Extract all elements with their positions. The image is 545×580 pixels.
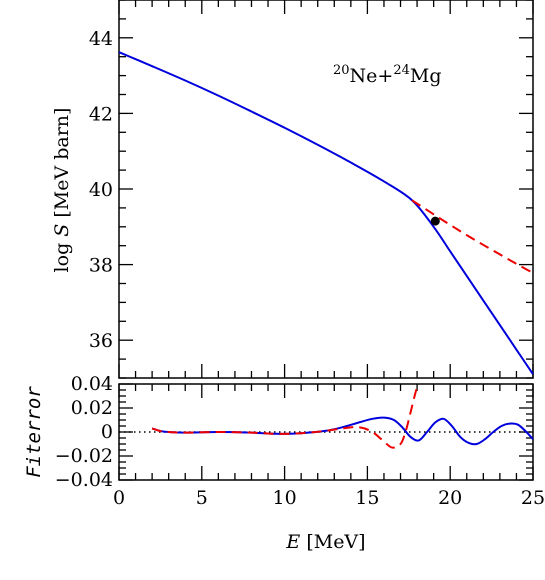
x-tick-label: 25 bbox=[521, 487, 545, 509]
xlabel-var: E bbox=[285, 531, 300, 553]
bottom-y-tick-label: 0 bbox=[101, 421, 113, 443]
bottom-tick-marks bbox=[118, 383, 534, 481]
top-tick-marks bbox=[118, 0, 534, 379]
top-series-group bbox=[118, 51, 534, 375]
xlabel-unit: [MeV] bbox=[300, 531, 365, 553]
x-tick-label: 20 bbox=[438, 487, 462, 509]
x-tick-label: 15 bbox=[355, 487, 379, 509]
annotation-mass1: 20 bbox=[333, 63, 350, 78]
bottom-series-group bbox=[151, 383, 534, 449]
bottom-y-tick-label: −0.02 bbox=[55, 445, 113, 467]
top-points-group bbox=[430, 216, 440, 226]
top-series-line-dashed bbox=[411, 199, 534, 274]
bottom-ylabel-word1: Fit bbox=[23, 443, 45, 477]
bottom-ylabel-word2: error bbox=[23, 386, 45, 444]
top-y-tick-labels: 36 38 40 42 44 bbox=[89, 28, 113, 352]
x-tick-label: 5 bbox=[196, 487, 208, 509]
top-ylabel-var: S bbox=[51, 224, 73, 237]
top-panel: 36 38 40 42 44 20Ne+24Mg log S [MeV barn] bbox=[51, 0, 534, 379]
reaction-annotation: 20Ne+24Mg bbox=[333, 63, 442, 87]
top-y-tick-label: 44 bbox=[89, 28, 113, 50]
transition-point bbox=[430, 216, 440, 226]
bottom-x-tick-labels: 0 5 10 15 20 25 bbox=[113, 487, 545, 509]
bottom-y-tick-label: 0.04 bbox=[71, 373, 113, 395]
bottom-y-axis-label: Fiterror bbox=[23, 386, 45, 478]
annotation-elem1: Ne+ bbox=[350, 65, 394, 87]
bottom-y-tick-label: −0.04 bbox=[55, 469, 113, 491]
bottom-series-line-solid bbox=[151, 416, 534, 446]
top-ylabel-prefix: log bbox=[51, 237, 73, 273]
x-tick-label: 0 bbox=[113, 487, 125, 509]
x-axis-label: E [MeV] bbox=[285, 531, 365, 553]
top-y-tick-label: 38 bbox=[89, 255, 113, 277]
annotation-elem2: Mg bbox=[410, 65, 442, 87]
bottom-y-tick-label: 0.02 bbox=[71, 397, 113, 419]
x-tick-label: 10 bbox=[273, 487, 297, 509]
top-y-axis-label: log S [MeV barn] bbox=[51, 108, 73, 273]
bottom-series-line-dashed bbox=[151, 383, 419, 449]
top-series-line-solid bbox=[118, 51, 534, 375]
top-y-tick-label: 36 bbox=[89, 330, 113, 352]
top-y-tick-label: 40 bbox=[89, 179, 113, 201]
top-y-tick-label: 42 bbox=[89, 103, 113, 125]
top-panel-frame bbox=[118, 0, 534, 379]
annotation-mass2: 24 bbox=[393, 63, 410, 78]
top-ylabel-unit: [MeV barn] bbox=[51, 108, 73, 224]
